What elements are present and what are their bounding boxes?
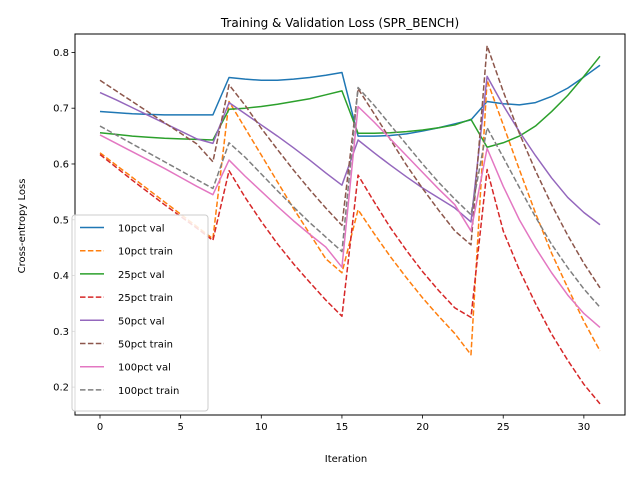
legend-box xyxy=(71,214,209,412)
x-tick-label: 25 xyxy=(497,422,510,433)
y-tick-label: 0.7 xyxy=(53,104,69,115)
legend-label: 50pct train xyxy=(118,340,173,351)
y-tick-label: 0.4 xyxy=(53,271,69,282)
y-tick-label: 0.3 xyxy=(53,327,69,338)
series-line-10pct-val xyxy=(99,64,601,137)
series-line-25pct-val xyxy=(99,55,601,148)
series-line-100pct-train xyxy=(99,86,601,308)
legend-label: 10pct train xyxy=(118,247,173,258)
legend: 10pct val 10pct train 25pct val 25pct train… xyxy=(71,214,209,412)
x-axis-ticks: 0 5 10 15 20 25 30 xyxy=(97,415,590,433)
x-tick-label: 0 xyxy=(97,422,103,433)
legend-label: 10pct val xyxy=(118,224,165,235)
x-tick-label: 10 xyxy=(255,422,268,433)
y-tick-label: 0.8 xyxy=(53,48,69,59)
legend-label: 100pct val xyxy=(118,363,171,374)
x-tick-label: 30 xyxy=(578,422,591,433)
series-line-100pct-val xyxy=(99,105,601,328)
y-tick-label: 0.2 xyxy=(53,383,69,394)
y-tick-label: 0.5 xyxy=(53,215,69,226)
x-axis-label: Iteration xyxy=(325,454,367,465)
legend-label: 25pct val xyxy=(118,270,165,281)
x-tick-label: 20 xyxy=(416,422,429,433)
legend-label: 25pct train xyxy=(118,293,173,304)
y-tick-label: 0.6 xyxy=(53,159,69,170)
y-axis-label: Cross-entropy Loss xyxy=(17,179,28,274)
legend-label: 100pct train xyxy=(118,386,179,397)
x-tick-label: 15 xyxy=(336,422,349,433)
legend-label: 50pct val xyxy=(118,316,165,327)
series-line-50pct-train xyxy=(99,44,601,289)
chart-title: Training & Validation Loss (SPR_BENCH) xyxy=(220,16,459,30)
x-tick-label: 5 xyxy=(177,422,183,433)
